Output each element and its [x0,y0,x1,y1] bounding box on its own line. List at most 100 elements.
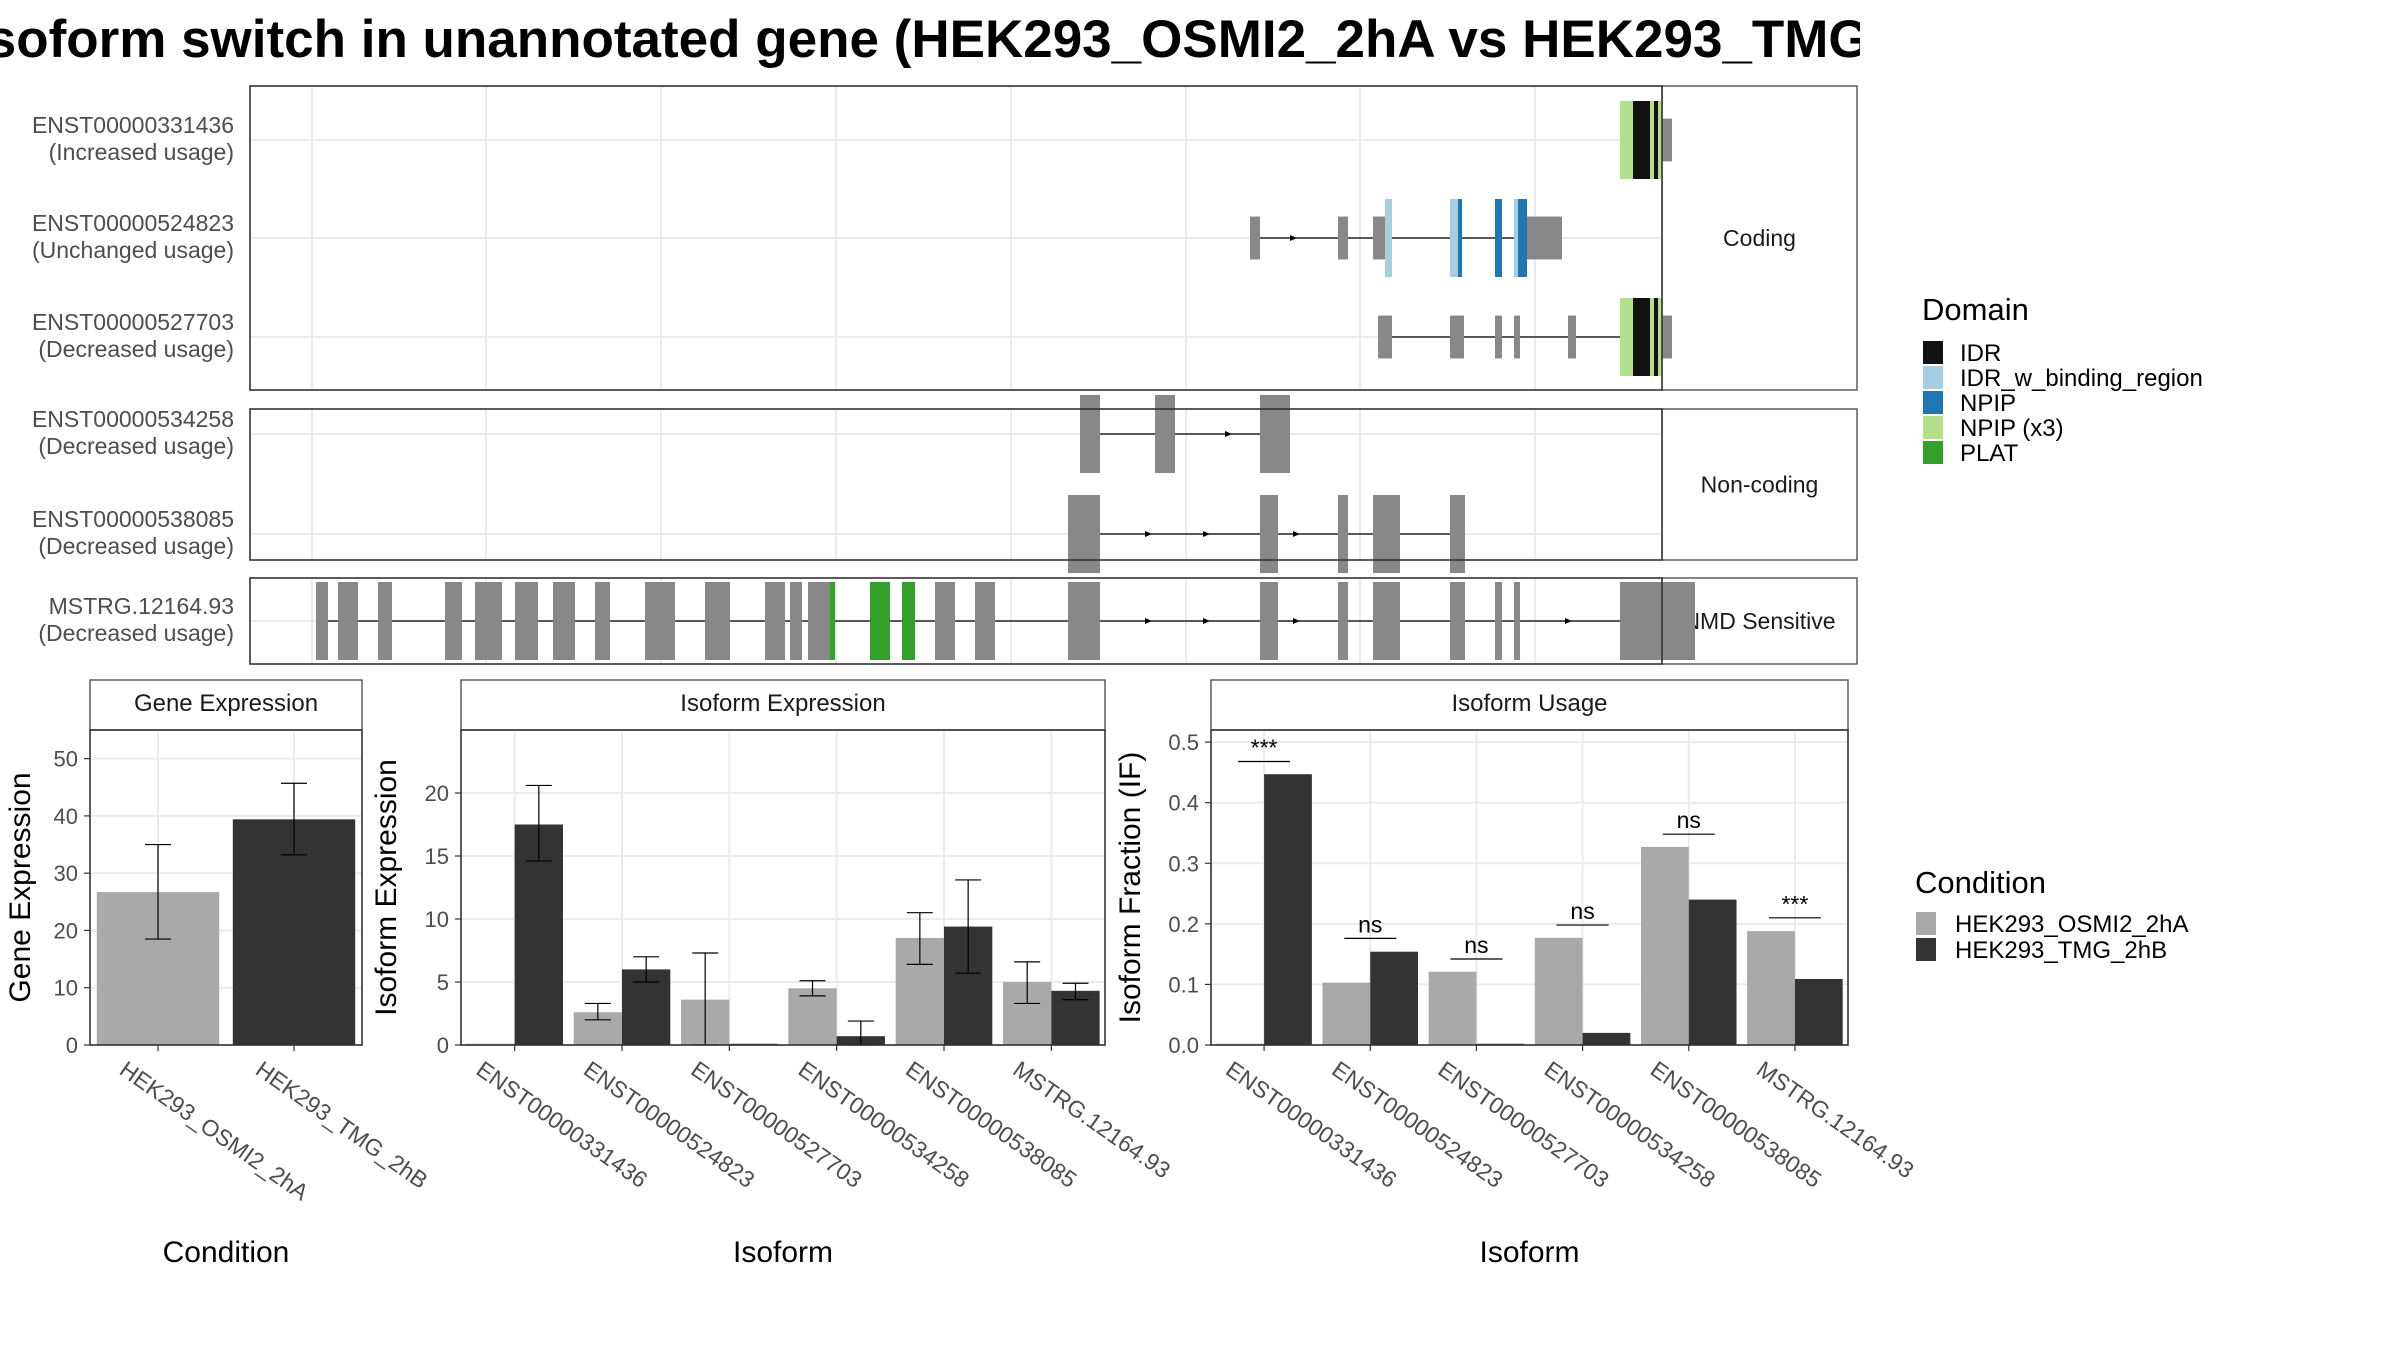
gene-structure-panel: Coding ENST00000331436(Increased usage) EN… [32,85,1858,665]
facet-strip [460,679,1106,731]
exon [1260,582,1278,660]
facet-strip [1661,408,1858,561]
exon [808,582,818,660]
domain-region [1458,199,1462,277]
y-tick-label: 0 [66,1033,78,1058]
bar [1264,774,1312,1045]
exon [1620,582,1695,660]
exon [1568,315,1576,359]
y-tick-label: 30 [54,861,78,886]
x-tick-label: ENST00000524823 [579,1056,759,1193]
exon [1373,216,1385,260]
legend-swatch [1923,441,1943,464]
legend-swatch [1923,391,1943,414]
y-tick-label: 0.0 [1168,1033,1199,1058]
isoform-usage-label: (Decreased usage) [38,533,234,559]
significance-label: ns [1570,898,1594,924]
y-tick-label: 5 [437,970,449,995]
x-tick-label: ENST00000534258 [1540,1056,1720,1193]
domain-region [1658,298,1662,376]
bar [1322,982,1371,1045]
exon [1338,582,1348,660]
plot-border [460,729,1106,1046]
exon [1514,582,1520,660]
exon [475,582,502,660]
legend-item: HEK293_TMG_2hB [1955,937,2167,964]
domain-region [1385,199,1392,277]
y-tick-label: 0.1 [1168,972,1199,997]
isoform-id: ENST00000534258 [32,406,234,432]
facet-label: Non-coding [1701,472,1819,498]
bar [232,819,356,1045]
legend-item: IDR [1960,340,2001,367]
exon [445,582,462,660]
domain-region [1514,199,1518,277]
y-tick-label: 10 [54,976,78,1001]
exon [1373,495,1400,573]
domain-region [1633,298,1650,376]
structure-plot-border [249,408,1663,561]
domain-region [1620,298,1633,376]
x-tick-label: ENST00000331436 [472,1056,652,1193]
exon [595,582,610,660]
y-tick-label: 0.3 [1168,851,1199,876]
exon [1080,395,1100,473]
legend-item: HEK293_OSMI2_2hA [1955,911,2188,938]
significance-label: *** [1251,735,1278,761]
facet-strip [1661,85,1858,391]
y-tick-label: 20 [54,918,78,943]
legend-swatch [1923,366,1943,389]
domain-region [1650,101,1654,179]
bar [1534,937,1583,1045]
exon [378,582,392,660]
legend-swatch [1916,938,1936,961]
plot-border [1210,729,1849,1046]
legend-swatch [1916,912,1936,935]
exon [1514,315,1520,359]
exon [1338,216,1348,260]
strand-arrow [1145,531,1152,537]
gene-expression-panel: Gene Expression01020304050HEK293_OSMI2_2… [4,679,433,1269]
y-tick-label: 20 [425,781,449,806]
domain-region [1654,101,1658,179]
strand-arrow [1203,531,1210,537]
isoform-id: ENST00000331436 [32,112,234,138]
legend-item: NPIP (x3) [1960,415,2064,442]
y-axis-label: Gene Expression [4,772,37,1002]
bar [1688,899,1737,1045]
strand-arrow [1565,618,1572,624]
domain-region [1620,101,1633,179]
bar [1640,846,1689,1045]
facet-strip [89,679,363,731]
structure-plot-border [249,85,1663,391]
exon [705,582,730,660]
bar [788,988,837,1045]
exon [1250,216,1260,260]
y-tick-label: 0 [437,1033,449,1058]
bar [1370,951,1419,1045]
exon [1527,216,1562,260]
plot-border [89,729,363,1046]
exon [1155,395,1175,473]
exon [935,582,955,660]
y-tick-label: 50 [54,747,78,772]
domain-region [902,582,915,660]
exon [338,582,358,660]
significance-label: ns [1358,911,1382,937]
legend-item: NPIP [1960,390,2016,417]
x-tick-label: ENST00000527703 [686,1056,866,1193]
strand-arrow [1225,431,1232,437]
panel-title: Isoform Expression [680,690,885,717]
y-tick-label: 15 [425,844,449,869]
exon [1450,582,1465,660]
x-tick-label: ENST00000538085 [901,1056,1081,1193]
x-axis-label: Condition [163,1236,290,1269]
legend-item: PLAT [1960,440,2019,467]
x-axis-label: Isoform [1479,1236,1579,1269]
isoform-usage-label: (Decreased usage) [38,620,234,646]
isoform-usage-label: (Decreased usage) [38,433,234,459]
y-tick-label: 40 [54,804,78,829]
bar [1794,978,1843,1045]
figure-title: Isoform switch in unannotated gene (HEK2… [0,10,2017,69]
